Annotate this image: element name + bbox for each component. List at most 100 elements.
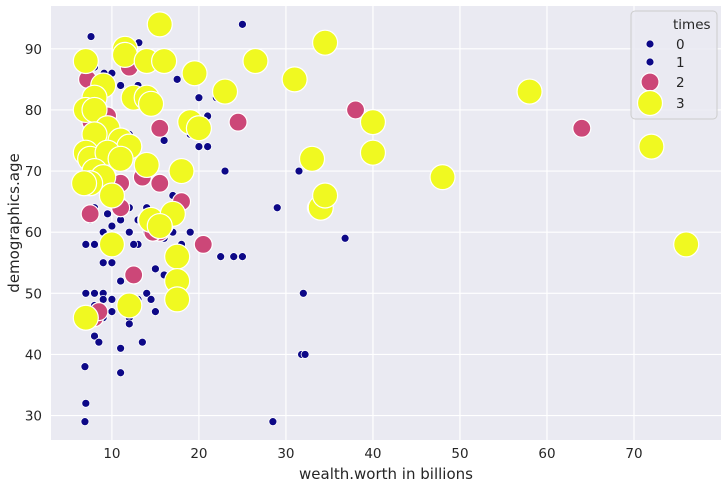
x-tick-label: 70	[625, 446, 642, 462]
scatter-point-3	[181, 60, 208, 87]
y-tick-label: 30	[25, 409, 42, 425]
scatter-point-2	[150, 118, 170, 138]
y-axis-label: demographics.age	[5, 153, 23, 292]
scatter-point-3	[133, 151, 160, 179]
scatter-point-1	[194, 142, 204, 151]
scatter-point-1	[185, 227, 195, 237]
scatter-point-1	[151, 307, 160, 317]
legend-label-0: 0	[676, 37, 685, 53]
x-tick-label: 40	[364, 446, 381, 462]
scatter-point-1	[129, 239, 139, 249]
scatter-point-2	[228, 112, 248, 132]
scatter-point-1	[203, 142, 213, 151]
y-tick-label: 60	[25, 225, 42, 241]
scatter-point-0	[81, 398, 91, 408]
scatter-point-1	[194, 93, 204, 103]
scatter-point-3	[673, 231, 700, 258]
scatter-point-3	[72, 47, 99, 75]
legend-marker-0	[645, 39, 655, 49]
scatter-point-3	[70, 170, 98, 197]
y-tick-label: 80	[25, 103, 42, 119]
scatter-point-3	[107, 145, 134, 172]
scatter-point-2	[150, 173, 170, 193]
y-tick-label: 90	[25, 42, 42, 58]
scatter-point-1	[124, 319, 134, 329]
scatter-point-3	[146, 212, 173, 240]
scatter-point-2	[193, 234, 213, 254]
scatter-point-3	[516, 78, 543, 105]
scatter-point-3	[359, 139, 387, 166]
scatter-point-2	[345, 100, 366, 120]
x-tick-label: 30	[277, 446, 294, 462]
x-tick-label: 60	[538, 446, 555, 462]
legend-title: times	[673, 17, 711, 33]
scatter-point-3	[311, 182, 339, 209]
scatter-point-1	[300, 350, 310, 359]
scatter-point-0	[103, 209, 112, 219]
legend-label-1: 1	[676, 55, 685, 71]
legend-marker-2	[640, 72, 660, 92]
scatter-point-3	[242, 47, 269, 75]
scatter-point-1	[98, 258, 108, 268]
scatter-point-1	[124, 227, 134, 237]
legend-label-2: 2	[676, 75, 685, 91]
scatter-point-3	[638, 133, 665, 160]
scatter-point-1	[94, 337, 104, 347]
tick-labels: 10 20 30 40 50 60 70 30 40 50 60 70 80 90	[25, 42, 643, 462]
scatter-point-1	[107, 307, 117, 317]
y-tick-label: 40	[25, 347, 42, 363]
scatter-point-1	[116, 343, 126, 353]
scatter-point-1	[220, 166, 230, 176]
y-tick-label: 50	[25, 286, 42, 302]
scatter-point-3	[211, 78, 239, 105]
legend-label-3: 3	[676, 96, 685, 112]
scatter-point-3	[98, 182, 126, 209]
x-tick-label: 50	[451, 446, 468, 462]
scatter-point-1	[90, 239, 99, 249]
scatter-point-1	[142, 288, 152, 298]
scatter-point-3	[168, 157, 195, 185]
scatter-point-3	[72, 304, 99, 331]
scatter-point-1	[107, 295, 117, 304]
scatter-point-3	[116, 292, 143, 319]
grid-lines	[51, 6, 721, 440]
scatter-point-1	[116, 276, 126, 286]
scatter-point-1	[90, 331, 99, 341]
scatter-point-1	[216, 252, 226, 262]
scatter-point-3	[429, 164, 456, 191]
scatter-point-3	[185, 115, 213, 142]
x-tick-label: 20	[190, 446, 207, 462]
scatter-point-1	[107, 258, 117, 268]
scatter-point-3	[137, 90, 165, 117]
x-tick-label: 10	[103, 446, 120, 462]
scatter-point-1	[298, 288, 308, 298]
scatter-point-1	[340, 233, 350, 243]
scatter-point-1	[81, 288, 91, 298]
scatter-point-2	[572, 118, 592, 138]
scatter-point-1	[238, 252, 247, 262]
scatter-point-1	[86, 32, 96, 41]
scatter-point-0	[80, 362, 90, 372]
scatter-point-3	[164, 243, 191, 270]
scatter-point-3	[164, 286, 191, 313]
scatter-point-1	[151, 264, 160, 274]
scatter-point-2	[124, 265, 144, 285]
scatter-point-1	[272, 203, 282, 213]
scatter-point-1	[238, 19, 247, 29]
scatter-point-1	[146, 295, 156, 304]
scatter-point-1	[81, 239, 91, 249]
legend-marker-3	[636, 89, 664, 117]
scatter-point-1	[107, 221, 117, 231]
legend-marker-1	[645, 57, 655, 67]
data-points	[70, 11, 700, 427]
scatter-point-1	[90, 288, 99, 298]
scatter-point-1	[137, 337, 147, 347]
scatter-point-1	[116, 81, 126, 90]
scatter-point-3	[298, 145, 326, 172]
x-axis-label: wealth.worth in billions	[299, 465, 473, 483]
scatter-point-3	[146, 11, 173, 38]
scatter-point-1	[268, 417, 278, 427]
legend-entries: 0 1 2 3	[636, 37, 685, 117]
scatter-point-3	[98, 231, 126, 258]
